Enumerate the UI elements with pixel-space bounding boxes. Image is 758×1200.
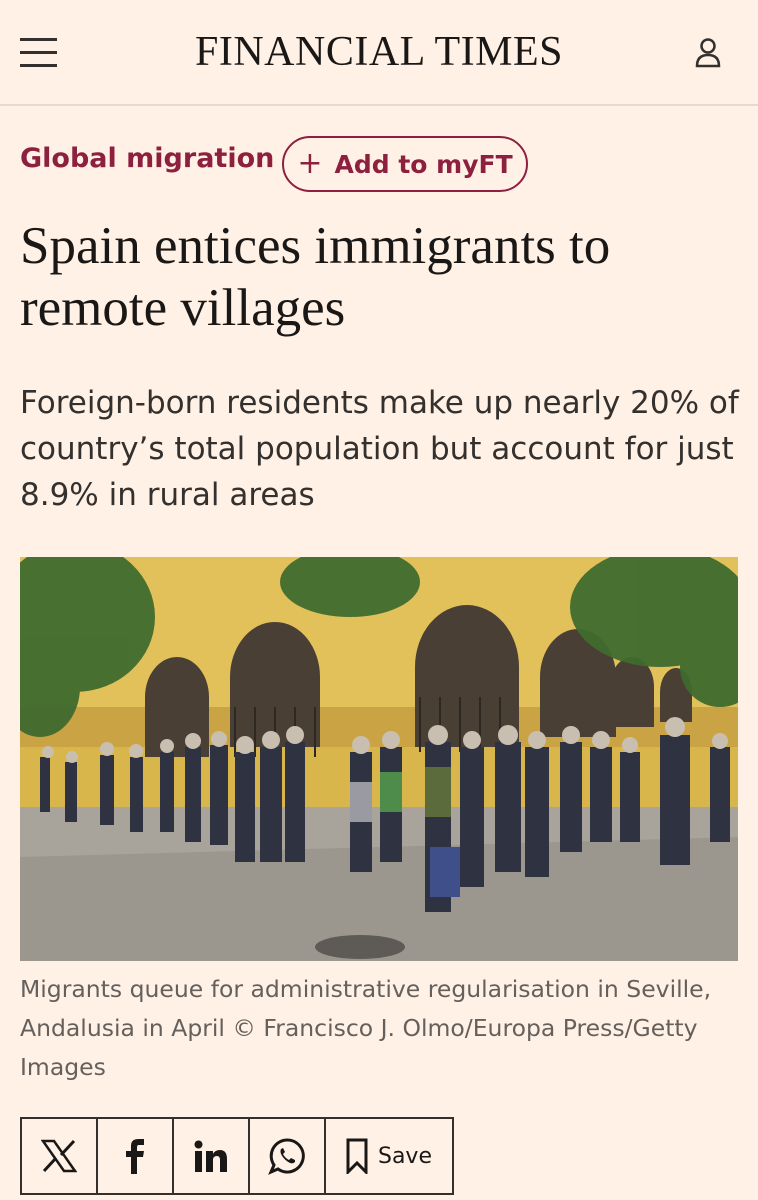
article-photo — [20, 557, 738, 961]
save-button[interactable]: Save — [326, 1119, 452, 1193]
whatsapp-icon — [268, 1138, 305, 1175]
share-facebook[interactable] — [98, 1119, 174, 1193]
headline: Spain entices immigrants to remote villa… — [20, 217, 611, 337]
menu-button[interactable] — [20, 36, 58, 70]
photo-caption: Migrants queue for administrative regula… — [20, 975, 712, 1081]
share-x[interactable] — [22, 1119, 98, 1193]
x-icon — [41, 1139, 77, 1173]
share-bar: Save — [20, 1117, 454, 1195]
save-label: Save — [377, 1143, 432, 1169]
follow-button[interactable]: + Add to myFT — [282, 136, 528, 192]
linkedin-icon — [194, 1140, 227, 1172]
share-whatsapp[interactable] — [250, 1119, 326, 1193]
facebook-icon — [126, 1139, 144, 1174]
follow-label: Add to myFT — [334, 149, 513, 179]
account-button[interactable] — [694, 38, 722, 68]
plus-icon: + — [297, 146, 323, 181]
topic-link[interactable]: Global migration — [20, 143, 275, 174]
standfirst: Foreign-born residents make up nearly 20… — [20, 385, 739, 513]
share-linkedin[interactable] — [174, 1119, 250, 1193]
brand-logo[interactable]: FINANCIAL TIMES — [194, 29, 563, 75]
bookmark-icon — [346, 1138, 368, 1174]
header: FINANCIAL TIMES — [0, 0, 758, 106]
